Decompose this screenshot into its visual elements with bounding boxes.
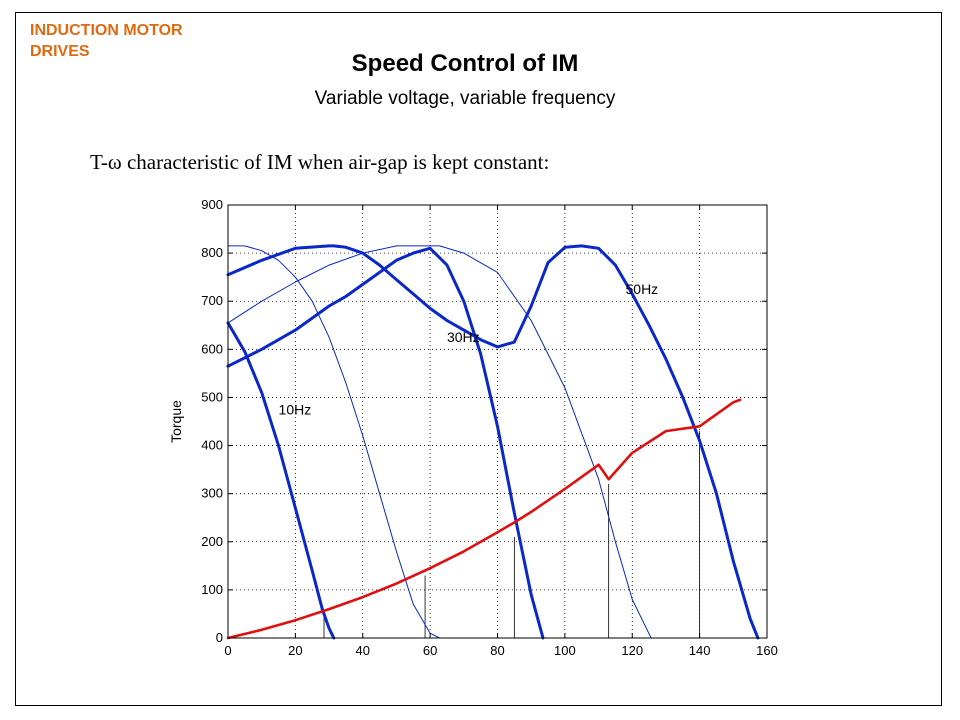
curve-label: 30Hz (447, 329, 480, 345)
y-tick-label: 800 (201, 245, 223, 260)
y-tick-label: 700 (201, 293, 223, 308)
x-tick-label: 140 (689, 643, 711, 658)
torque-speed-curve-2 (226, 246, 545, 640)
x-tick-label: 20 (288, 643, 302, 658)
y-tick-label: 300 (201, 486, 223, 501)
section-label-line1: INDUCTION MOTOR (30, 22, 183, 39)
x-tick-label: 120 (621, 643, 643, 658)
x-tick-label: 0 (224, 643, 231, 658)
y-tick-label: 600 (201, 341, 223, 356)
torque-speed-curve-1 (226, 321, 336, 640)
chart-caption: T-ω characteristic of IM when air-gap is… (90, 150, 550, 174)
load-torque-line (226, 398, 742, 640)
y-tick-label: 200 (201, 534, 223, 549)
slide-subtitle: Variable voltage, variable frequency (314, 88, 616, 109)
torque-speed-curve-3 (226, 244, 760, 640)
y-tick-label: 900 (201, 197, 223, 212)
slide-title: Speed Control of IM (351, 50, 579, 77)
slide-frame (15, 12, 942, 706)
y-tick-label: 400 (201, 438, 223, 453)
curve-label: 50Hz (626, 281, 659, 297)
x-tick-label: 80 (490, 643, 504, 658)
section-label-line2: DRIVES (30, 43, 90, 60)
torque-speed-curve-4 (227, 245, 441, 639)
y-tick-label: 0 (216, 630, 223, 645)
curve-label: 10Hz (279, 401, 312, 417)
y-tick-label: 100 (201, 582, 223, 597)
section-label: INDUCTION MOTOR DRIVES (30, 20, 183, 62)
x-tick-label: 60 (423, 643, 437, 658)
y-axis-label: Torque (168, 400, 184, 443)
torque-speed-curve-5 (227, 245, 652, 639)
x-tick-label: 100 (554, 643, 576, 658)
x-tick-label: 40 (356, 643, 370, 658)
y-tick-label: 500 (201, 389, 223, 404)
x-tick-label: 160 (756, 643, 778, 658)
